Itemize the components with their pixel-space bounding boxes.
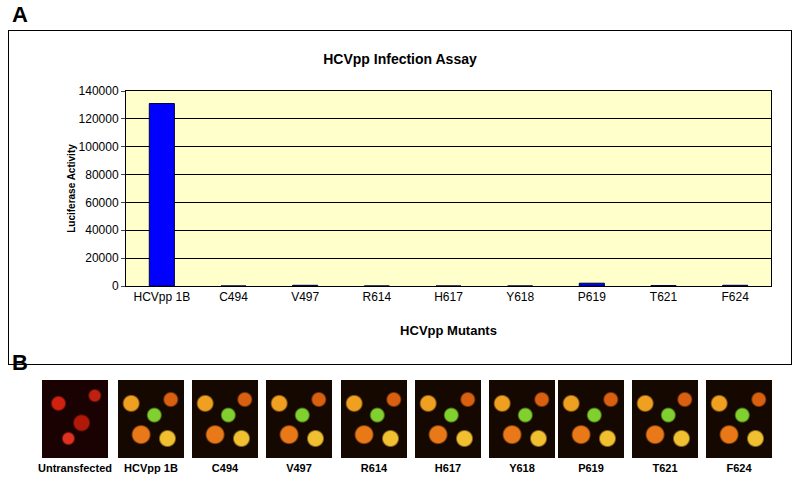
svg-text:F624: F624 [721,290,749,304]
svg-text:T621: T621 [650,290,678,304]
svg-text:C494: C494 [219,290,248,304]
svg-text:40000: 40000 [85,223,119,237]
svg-text:P619: P619 [578,290,606,304]
svg-text:60000: 60000 [85,196,119,210]
html-text:Y618: Y618 [509,462,535,474]
svg-text:HCVpp Infection Assay: HCVpp Infection Assay [323,51,477,67]
svg-text:100000: 100000 [79,140,119,154]
svg-text:140000: 140000 [79,84,119,98]
html-text:B: B [12,350,28,375]
svg-text:Luciferase Activity: Luciferase Activity [66,144,77,233]
html-text:Untransfected: Untransfected [38,462,112,474]
svg-text:20000: 20000 [85,251,119,265]
svg-text:R614: R614 [362,290,391,304]
svg-text:H617: H617 [434,290,463,304]
html-text:H617: H617 [434,462,462,474]
html-text:F624: F624 [726,462,752,474]
svg-text:V497: V497 [291,290,319,304]
html-text:V497: V497 [286,462,312,474]
html-text:P619: P619 [578,462,604,474]
svg-text:HCVpp 1B: HCVpp 1B [133,290,190,304]
html-text:C494: C494 [211,462,239,474]
html-text:A: A [12,2,28,27]
svg-text:80000: 80000 [85,168,119,182]
html-text:T621: T621 [652,462,678,474]
svg-text:120000: 120000 [79,112,119,126]
svg-text:Y618: Y618 [506,290,534,304]
html-text:R614: R614 [360,462,388,474]
svg-text:HCVpp Mutants: HCVpp Mutants [400,323,497,338]
html-text:HCVpp 1B: HCVpp 1B [124,462,178,474]
svg-text:0: 0 [112,279,119,293]
